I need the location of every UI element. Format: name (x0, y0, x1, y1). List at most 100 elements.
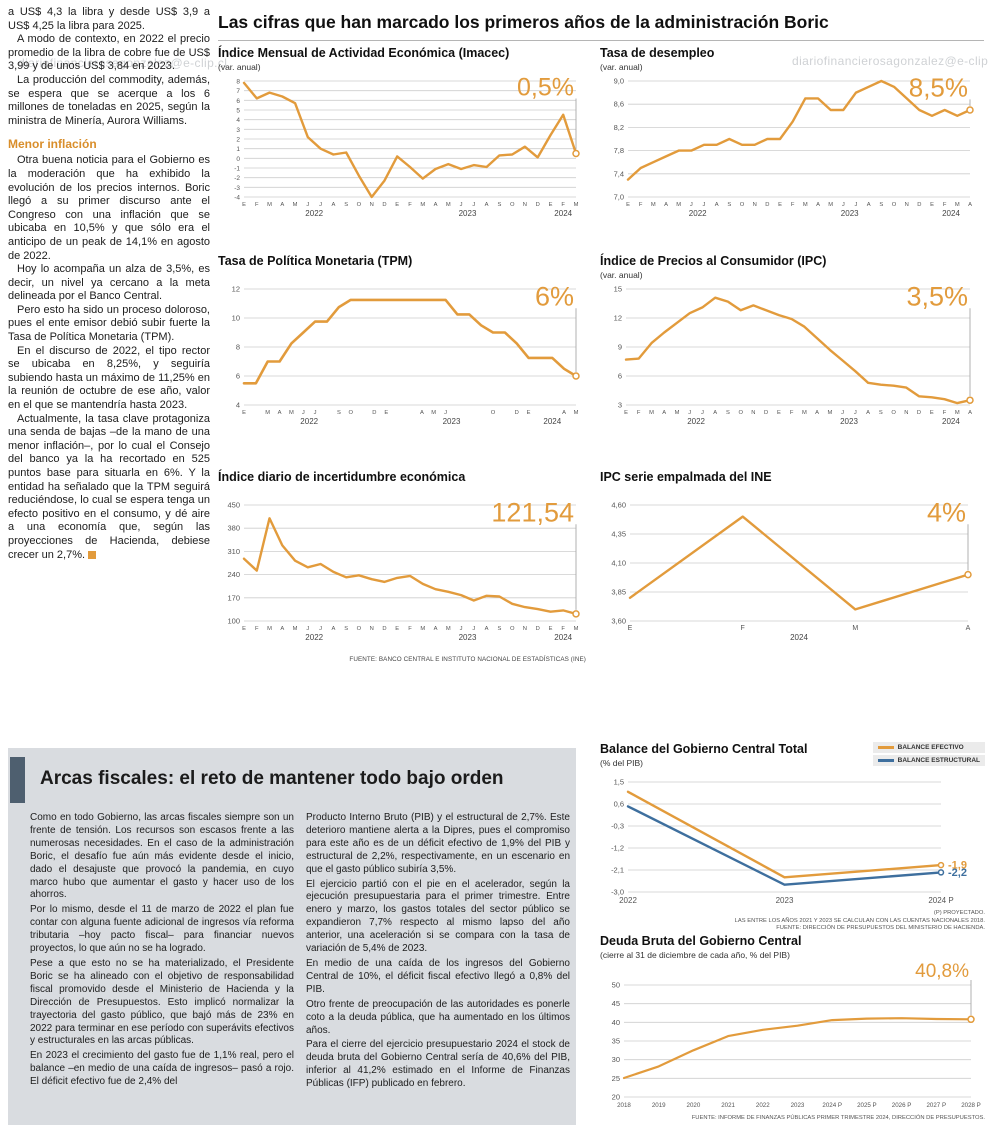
fiscal-accent-bar (10, 757, 25, 803)
svg-text:2024: 2024 (554, 209, 572, 218)
svg-text:E: E (624, 410, 628, 416)
article-paragraph: Otra buena noticia para el Gobierno es l… (8, 154, 210, 262)
article-paragraph: Pero esto ha sido un proceso doloroso, p… (8, 303, 210, 344)
chart-subtitle: (% del PIB) (600, 758, 643, 768)
svg-text:O: O (357, 626, 362, 632)
svg-text:40: 40 (612, 1018, 620, 1027)
svg-text:-4: -4 (234, 195, 240, 202)
svg-text:2022: 2022 (300, 417, 318, 426)
svg-text:D: D (536, 202, 540, 208)
chart-subtitle: (var. anual) (218, 62, 261, 72)
svg-text:2022: 2022 (687, 417, 705, 426)
svg-text:310: 310 (227, 547, 240, 556)
svg-text:2028 P: 2028 P (961, 1102, 981, 1109)
svg-text:N: N (370, 626, 374, 632)
svg-text:E: E (628, 625, 633, 632)
svg-text:100: 100 (227, 617, 240, 626)
svg-text:A: A (713, 410, 717, 416)
chart-subtitle: (var. anual) (600, 270, 643, 280)
svg-text:8,5%: 8,5% (909, 73, 968, 102)
svg-text:2023: 2023 (459, 209, 477, 218)
svg-text:A: A (662, 410, 666, 416)
subhead-menor-inflacion: Menor inflación (8, 137, 97, 152)
svg-text:J: J (302, 410, 305, 416)
svg-text:2025 P: 2025 P (857, 1102, 877, 1109)
svg-text:A: A (816, 202, 820, 208)
svg-text:M: M (802, 410, 807, 416)
svg-text:3: 3 (236, 127, 240, 134)
svg-text:O: O (348, 410, 353, 416)
deuda-footnote: FUENTE: INFORME DE FINANZAS PÚBLICAS PRI… (691, 1115, 985, 1121)
svg-text:N: N (523, 202, 527, 208)
svg-text:N: N (753, 202, 757, 208)
chart-subtitle: (var. anual) (600, 62, 643, 72)
svg-text:2024 P: 2024 P (822, 1102, 842, 1109)
article-paragraph: Hoy lo acompaña un alza de 3,5%, es deci… (8, 263, 210, 303)
svg-text:7,0: 7,0 (614, 193, 624, 202)
svg-text:F: F (561, 626, 565, 632)
svg-text:1,5: 1,5 (614, 778, 624, 787)
svg-text:F: F (943, 410, 947, 416)
svg-text:F: F (790, 410, 794, 416)
svg-text:2023: 2023 (443, 417, 461, 426)
svg-text:M: M (446, 626, 451, 632)
svg-text:D: D (536, 626, 540, 632)
svg-text:J: J (472, 202, 475, 208)
svg-text:E: E (242, 626, 246, 632)
svg-text:M: M (267, 626, 272, 632)
svg-text:M: M (574, 410, 579, 416)
svg-text:40,8%: 40,8% (915, 961, 969, 982)
chart-subtitle (600, 486, 980, 497)
svg-text:6: 6 (236, 98, 240, 105)
svg-text:O: O (510, 202, 515, 208)
chart-imacec-block: Índice Mensual de Actividad Económica (I… (218, 46, 586, 225)
svg-text:2024: 2024 (942, 417, 960, 426)
svg-text:N: N (905, 202, 909, 208)
svg-text:3,60: 3,60 (611, 617, 626, 626)
fiscal-paragraph: Otro frente de preocupación de las autor… (306, 998, 570, 1036)
svg-text:45: 45 (612, 999, 620, 1008)
svg-text:D: D (382, 202, 386, 208)
svg-text:A: A (968, 202, 972, 208)
svg-text:-2,2: -2,2 (948, 867, 967, 879)
svg-text:J: J (855, 202, 858, 208)
svg-text:J: J (444, 410, 447, 416)
svg-text:F: F (255, 626, 259, 632)
balance-footnotes: (P) PROYECTADO. LAS ENTRE LOS AÑOS 2021 … (600, 910, 985, 933)
svg-text:J: J (701, 410, 704, 416)
chart-title: IPC serie empalmada del INE (600, 470, 772, 484)
svg-text:2023: 2023 (791, 1102, 805, 1109)
svg-text:J: J (306, 202, 309, 208)
svg-text:M: M (676, 202, 681, 208)
svg-text:S: S (726, 410, 730, 416)
legend-item-estructural: BALANCE ESTRUCTURAL (872, 755, 985, 766)
svg-text:D: D (382, 626, 386, 632)
legend-swatch-estructural (877, 759, 894, 762)
svg-text:-3: -3 (234, 185, 240, 192)
fiscal-paragraph: Para el cierre del ejercicio presupuesta… (306, 1039, 570, 1090)
svg-text:A: A (815, 410, 819, 416)
svg-text:A: A (280, 626, 284, 632)
fiscal-paragraph: Como en todo Gobierno, las arcas fiscale… (30, 812, 294, 901)
svg-text:2023: 2023 (841, 209, 859, 218)
svg-text:D: D (917, 410, 921, 416)
end-of-article-marker (88, 550, 97, 559)
svg-text:J: J (314, 410, 317, 416)
svg-text:2024: 2024 (790, 633, 808, 642)
svg-text:M: M (675, 410, 680, 416)
ipc-empalmada-line-chart: 4,60 4,35 4,10 3,85 3,60E F M A 2024 4% (611, 497, 972, 642)
svg-text:7: 7 (236, 88, 240, 95)
svg-text:A: A (420, 410, 424, 416)
svg-text:7,8: 7,8 (614, 146, 624, 155)
svg-text:35: 35 (612, 1037, 620, 1046)
svg-text:-3,0: -3,0 (611, 888, 624, 897)
svg-text:M: M (267, 202, 272, 208)
svg-text:240: 240 (227, 570, 240, 579)
article-paragraph: Actualmente, la tasa clave protagoniza u… (8, 413, 210, 563)
svg-text:J: J (460, 202, 463, 208)
svg-text:-1,9: -1,9 (948, 860, 967, 872)
svg-text:170: 170 (227, 593, 240, 602)
svg-text:A: A (664, 202, 668, 208)
svg-text:E: E (626, 202, 630, 208)
